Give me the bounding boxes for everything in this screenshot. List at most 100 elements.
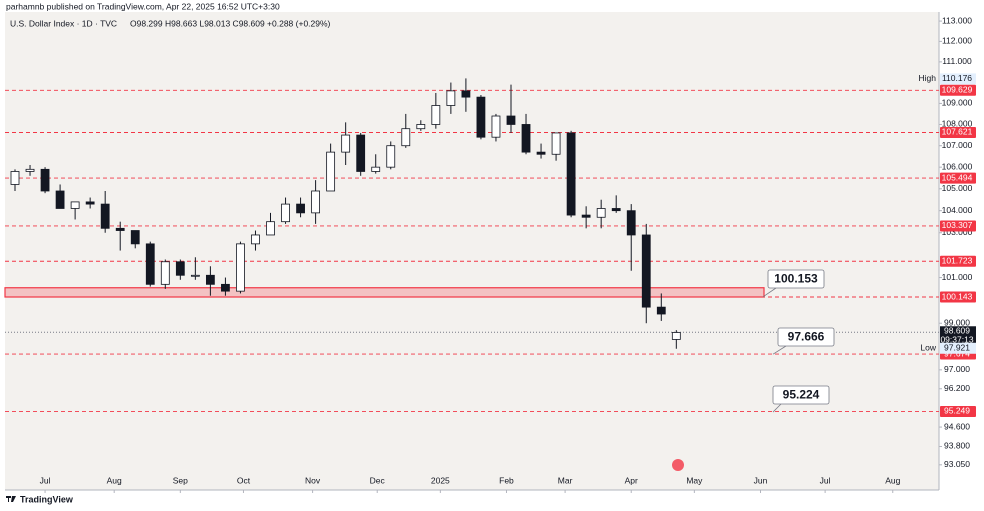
low-tag (940, 342, 976, 354)
candle-body (100, 203, 110, 229)
candle-body (671, 332, 681, 340)
x-tick-label: Dec (370, 475, 386, 485)
x-tick-label: 2025 (431, 475, 450, 485)
low-value: 97.921 (944, 343, 970, 353)
y-tick-label: 101.000 (942, 272, 973, 282)
x-tick-label: Aug (885, 475, 900, 485)
candle-body (85, 201, 95, 205)
x-tick-label: Apr (625, 475, 638, 485)
candle-body (356, 134, 366, 172)
annotation-label: 95.224 (783, 388, 820, 402)
candle-body (446, 90, 456, 106)
y-tick-label: 109.000 (942, 98, 973, 108)
ohlc-line: O98.299 H98.663 L98.013 C98.609 +0.288 (… (130, 18, 331, 28)
author-line: parhamnb published on TradingView.com, A… (6, 1, 280, 11)
level-label: 103.307 (942, 220, 973, 230)
y-tick-label: 105.000 (942, 183, 973, 193)
annotation-leader (772, 403, 782, 413)
candle-body (596, 208, 606, 218)
candle-body (25, 168, 35, 172)
candle-body (551, 132, 561, 155)
annotation-label: 100.153 (774, 272, 818, 286)
x-tick-label: Oct (237, 475, 251, 485)
candle-body (536, 151, 546, 155)
candle-body (431, 105, 441, 125)
level-label: 95.249 (944, 406, 970, 416)
candle-body (266, 221, 275, 236)
y-tick-label: 96.200 (944, 383, 970, 393)
candle-body (160, 261, 170, 285)
candle-body (281, 203, 290, 223)
candle-body (115, 227, 125, 231)
candle-body (130, 230, 140, 245)
level-tag (940, 172, 976, 184)
y-tick-label: 113.000 (942, 15, 972, 25)
countdown: 09:37:13 (940, 335, 973, 345)
x-tick-label: May (686, 475, 703, 485)
annotation-box (772, 385, 830, 405)
candle-body (401, 128, 411, 147)
candle-body (656, 306, 666, 315)
level-tag (940, 126, 976, 138)
candle-body (341, 134, 351, 153)
y-tick-label: 93.050 (944, 459, 970, 469)
low-label: Low (920, 343, 936, 353)
level-label: 100.143 (942, 291, 973, 301)
y-tick-label: 104.000 (942, 205, 973, 215)
candle-body (251, 234, 260, 245)
candle-body (566, 132, 576, 216)
candle-body (221, 283, 230, 292)
level-label: 109.629 (942, 85, 973, 95)
x-tick-label: Jul (40, 475, 51, 485)
y-tick-label: 94.600 (944, 421, 970, 431)
candle-body (491, 115, 501, 138)
x-tick-label: Sep (173, 475, 188, 485)
level-tag (940, 291, 976, 303)
high-label: High (919, 73, 937, 83)
annotation-label: 97.666 (788, 330, 825, 344)
y-tick-label: 99.000 (944, 317, 970, 327)
level-label: 101.723 (942, 255, 973, 265)
y-tick-label: 112.000 (942, 36, 972, 46)
x-tick-label: Feb (499, 475, 514, 485)
candle-body (371, 166, 381, 172)
candle-body (581, 214, 591, 218)
annotation-box (767, 269, 825, 289)
candle-body (461, 90, 471, 98)
x-tick-label: Mar (558, 475, 573, 485)
annotation-leader (762, 287, 777, 298)
footer-logo (6, 496, 16, 502)
footer: TradingView (20, 494, 74, 504)
candle-body (416, 124, 426, 130)
last-price-label: 98.609 (944, 326, 970, 336)
candle-body (296, 203, 305, 214)
candle-body (326, 151, 336, 192)
y-tick-label: 97.000 (944, 364, 970, 374)
level-tag (940, 220, 976, 232)
candle-body (506, 115, 516, 125)
y-tick-label: 103.000 (942, 227, 973, 237)
y-tick-label: 108.000 (942, 119, 973, 129)
high-tag (940, 73, 976, 85)
candle-body (205, 274, 215, 285)
high-value: 110.176 (942, 73, 972, 83)
symbol-title: U.S. Dollar Index · 1D · TVC (10, 18, 117, 28)
candle-body (521, 124, 531, 153)
level-label: 107.621 (942, 127, 973, 137)
candle-body (190, 274, 200, 277)
candle-body (626, 210, 636, 236)
candle-body (311, 190, 321, 214)
candle-body (70, 201, 80, 209)
last-price-tag (940, 326, 976, 347)
candle-body (641, 234, 651, 308)
candle-body (10, 171, 20, 185)
x-tick-label: Jul (820, 475, 831, 485)
y-tick-label: 93.800 (944, 441, 970, 451)
candle-body (175, 261, 185, 276)
level-label: 105.494 (942, 172, 973, 182)
candle-body (236, 243, 245, 292)
candle-body (476, 96, 486, 138)
annotation-box (777, 327, 835, 347)
candle-body (145, 243, 155, 285)
